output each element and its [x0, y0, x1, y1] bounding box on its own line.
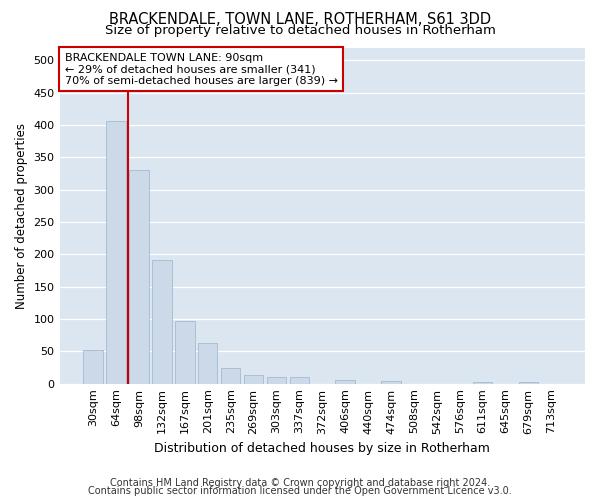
Bar	[244, 374, 263, 384]
Bar	[129, 170, 149, 384]
Text: Size of property relative to detached houses in Rotherham: Size of property relative to detached ho…	[104, 24, 496, 37]
Bar	[152, 260, 172, 384]
Text: BRACKENDALE TOWN LANE: 90sqm
← 29% of detached houses are smaller (341)
70% of s: BRACKENDALE TOWN LANE: 90sqm ← 29% of de…	[65, 52, 338, 86]
Text: Contains public sector information licensed under the Open Government Licence v3: Contains public sector information licen…	[88, 486, 512, 496]
Bar	[175, 321, 194, 384]
X-axis label: Distribution of detached houses by size in Rotherham: Distribution of detached houses by size …	[154, 442, 490, 455]
Bar	[106, 121, 126, 384]
Text: Contains HM Land Registry data © Crown copyright and database right 2024.: Contains HM Land Registry data © Crown c…	[110, 478, 490, 488]
Bar	[335, 380, 355, 384]
Bar	[290, 377, 309, 384]
Y-axis label: Number of detached properties: Number of detached properties	[15, 122, 28, 308]
Bar	[221, 368, 241, 384]
Bar	[381, 381, 401, 384]
Text: BRACKENDALE, TOWN LANE, ROTHERHAM, S61 3DD: BRACKENDALE, TOWN LANE, ROTHERHAM, S61 3…	[109, 12, 491, 28]
Bar	[198, 343, 217, 384]
Bar	[83, 350, 103, 384]
Bar	[267, 377, 286, 384]
Bar	[473, 382, 493, 384]
Bar	[519, 382, 538, 384]
